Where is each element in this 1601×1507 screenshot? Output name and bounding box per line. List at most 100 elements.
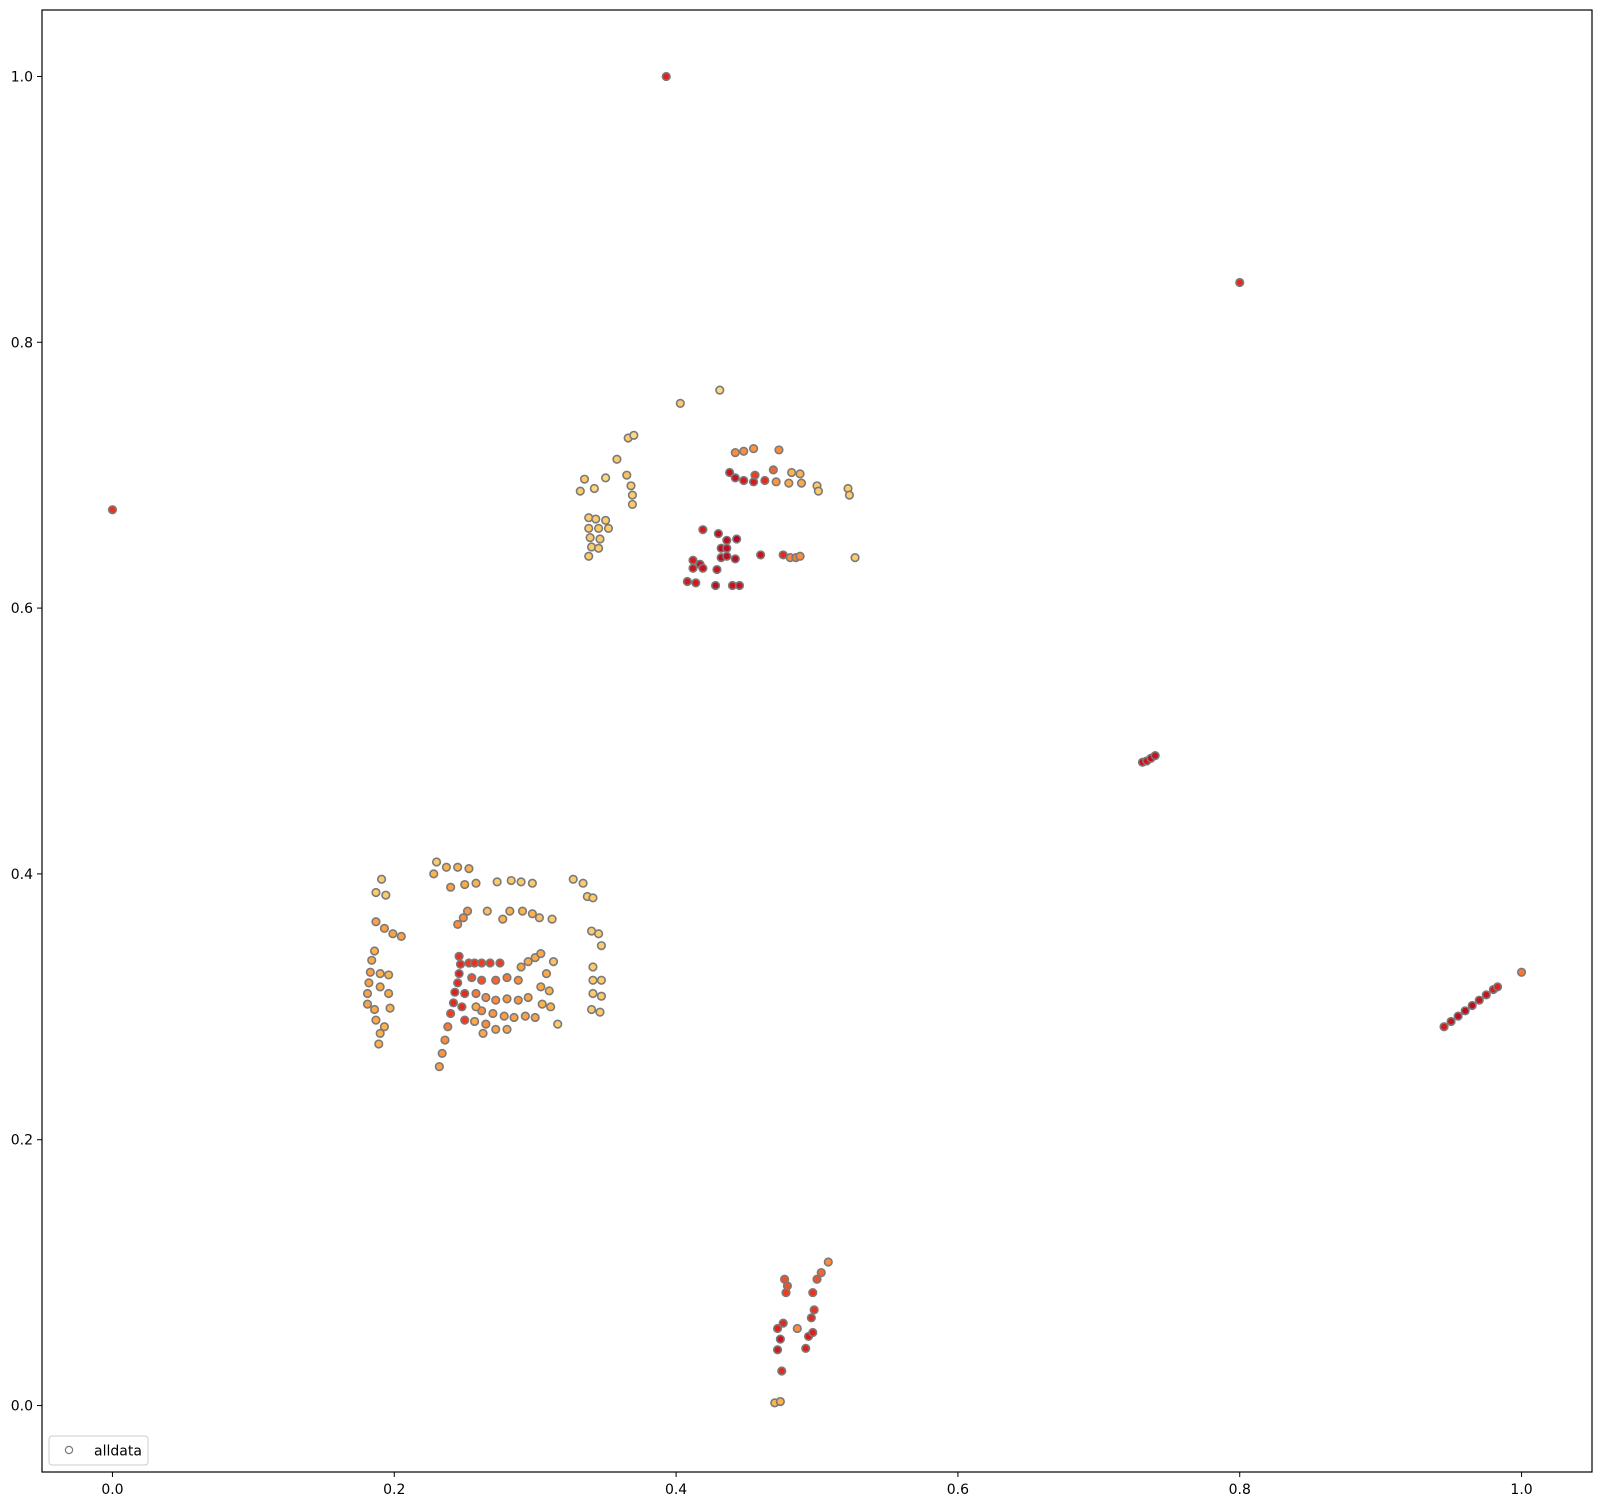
data-point	[712, 564, 722, 575]
x-tick-label: 0.4	[665, 1482, 687, 1498]
data-point	[698, 563, 708, 573]
data-point	[362, 999, 373, 1009]
data-point	[748, 444, 759, 454]
data-point	[588, 988, 598, 999]
data-point	[431, 857, 442, 867]
data-point	[772, 1323, 783, 1334]
data-point	[364, 978, 374, 988]
data-point	[375, 982, 385, 992]
data-point	[778, 550, 788, 560]
data-point	[385, 1003, 395, 1013]
data-point	[478, 1028, 488, 1038]
data-point	[725, 467, 735, 478]
data-point	[396, 931, 406, 941]
data-point	[520, 1011, 530, 1021]
data-point	[443, 1022, 453, 1032]
data-point	[488, 1008, 498, 1019]
data-point	[491, 1024, 501, 1035]
x-tick-label: 0.2	[383, 1482, 405, 1498]
data-point	[601, 473, 611, 483]
data-point	[467, 972, 477, 983]
data-point	[1516, 967, 1527, 977]
data-point	[1492, 982, 1503, 992]
data-point	[502, 1024, 512, 1035]
data-point	[481, 992, 491, 1003]
data-point	[375, 968, 385, 979]
data-point	[813, 486, 824, 496]
data-point	[471, 988, 481, 999]
data-point	[808, 1287, 818, 1298]
data-point	[844, 490, 855, 500]
data-point	[771, 477, 781, 487]
data-point	[546, 1002, 556, 1012]
legend-box	[48, 1435, 149, 1466]
x-tick-label: 1.0	[1510, 1482, 1532, 1498]
data-point	[492, 877, 502, 887]
data-point	[682, 576, 692, 587]
y-axis: 0.0 0.2 0.4 0.6 0.8 1.0	[11, 69, 42, 1415]
data-point	[453, 978, 463, 988]
data-point	[722, 535, 732, 545]
data-point	[622, 470, 632, 480]
data-point	[730, 473, 740, 483]
data-point	[629, 430, 639, 440]
data-point	[588, 962, 598, 972]
y-tick-label: 0.6	[11, 601, 33, 617]
data-point	[1453, 1011, 1463, 1021]
data-point	[588, 975, 598, 985]
data-point	[792, 1323, 802, 1334]
data-point	[584, 523, 594, 533]
data-point	[441, 862, 452, 872]
data-point	[768, 465, 778, 475]
data-point	[477, 958, 487, 968]
data-point	[850, 552, 860, 563]
data-point	[376, 874, 387, 884]
data-point	[379, 923, 390, 934]
data-point	[584, 551, 594, 561]
data-point	[371, 887, 381, 898]
data-point	[455, 959, 466, 969]
data-point	[471, 878, 481, 888]
data-point	[527, 909, 537, 919]
data-point	[715, 385, 725, 395]
data-point	[536, 949, 546, 959]
data-point	[523, 992, 533, 1003]
y-tick-label: 0.8	[11, 335, 33, 351]
data-point	[429, 869, 439, 879]
data-point	[816, 1268, 826, 1278]
data-point	[460, 1015, 470, 1025]
data-point	[553, 1019, 563, 1029]
data-point	[388, 929, 398, 939]
data-point	[778, 1318, 788, 1328]
data-point	[596, 975, 607, 985]
data-point	[675, 398, 685, 409]
data-point	[760, 475, 770, 486]
x-tick-label: 0.8	[1229, 1482, 1251, 1498]
data-point	[448, 998, 459, 1008]
data-point	[440, 1035, 450, 1045]
plot-frame	[41, 9, 1593, 1473]
data-point	[732, 534, 742, 544]
data-point	[739, 446, 749, 456]
data-point	[593, 929, 604, 939]
points-layer	[107, 71, 1527, 1408]
data-point	[547, 914, 557, 924]
data-point	[688, 563, 698, 573]
data-point	[775, 1334, 785, 1344]
data-point	[541, 968, 552, 979]
data-point	[591, 514, 601, 524]
data-point	[795, 551, 805, 561]
data-point	[627, 499, 638, 510]
data-point	[710, 580, 721, 591]
y-tick-label: 0.0	[11, 1399, 33, 1415]
data-point	[568, 874, 578, 884]
data-point	[502, 994, 512, 1004]
legend-label: alldata	[94, 1444, 142, 1460]
data-point	[603, 523, 614, 533]
data-point	[471, 1002, 481, 1012]
data-point	[477, 975, 487, 985]
data-point	[691, 578, 701, 588]
data-point	[367, 955, 377, 965]
data-point	[384, 970, 394, 980]
